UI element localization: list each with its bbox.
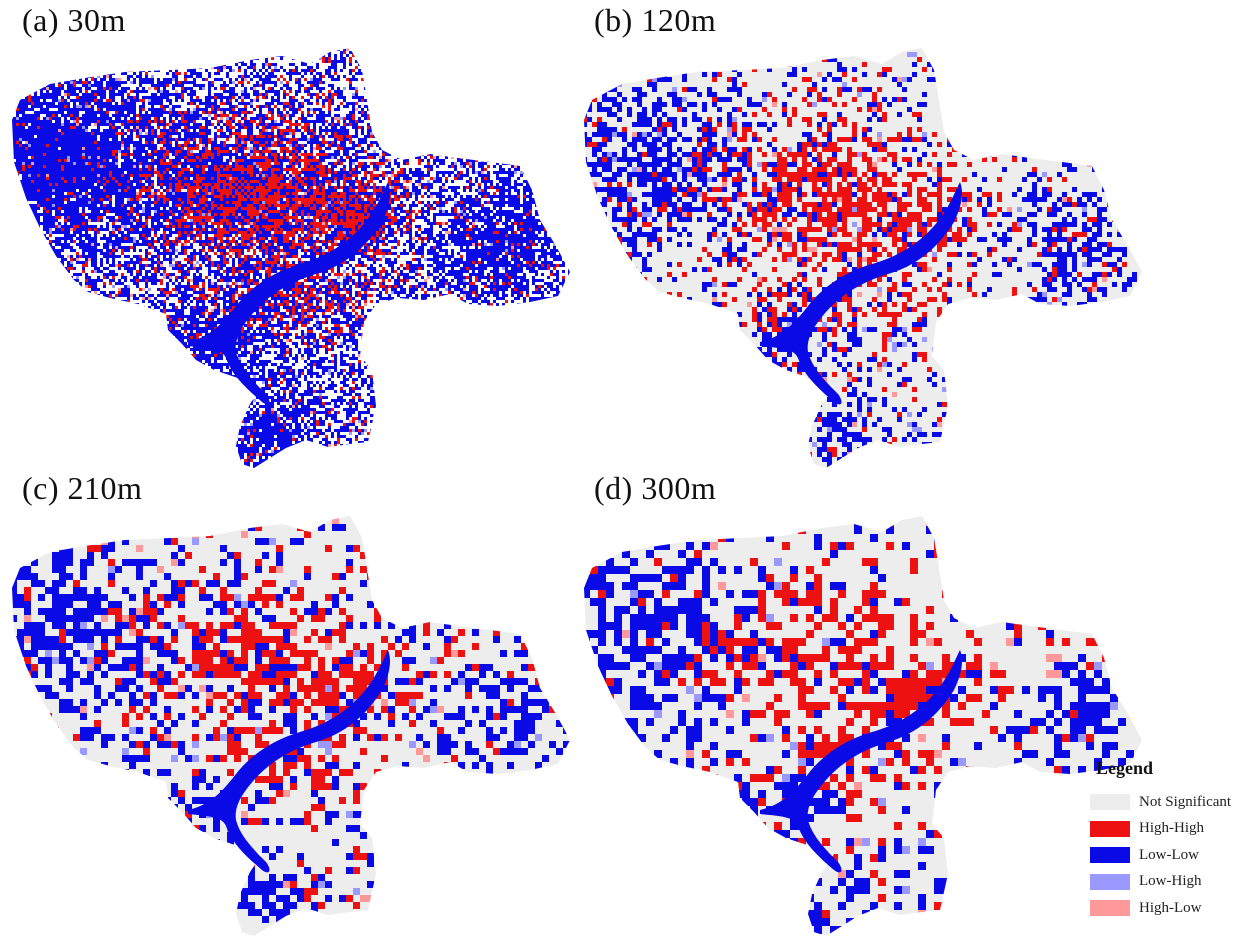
- map-panel-210m: (c) 210m: [10, 470, 590, 940]
- legend-label: High-High: [1139, 820, 1204, 837]
- map-panel-120m: (b) 120m: [582, 2, 1162, 472]
- panel-title: (c) 210m: [22, 470, 142, 507]
- legend-label: Low-High: [1139, 873, 1202, 890]
- legend-item-high-high: High-High: [1086, 816, 1256, 843]
- map-panel-300m: (d) 300m: [582, 470, 1162, 940]
- map-legend: Legend Not Significant High-High Low-Low…: [1086, 758, 1256, 938]
- legend-label: Low-Low: [1139, 847, 1199, 864]
- lisa-cluster-map-210m: [12, 516, 570, 936]
- legend-item-low-high: Low-High: [1086, 869, 1256, 896]
- legend-swatch: [1090, 820, 1130, 837]
- panel-title: (d) 300m: [594, 470, 716, 507]
- legend-item-not-significant: Not Significant: [1086, 789, 1256, 816]
- legend-swatch: [1090, 794, 1130, 811]
- legend-swatch: [1090, 900, 1130, 917]
- lisa-cluster-map-300m: [584, 516, 1142, 936]
- panel-title: (b) 120m: [594, 2, 716, 39]
- panel-title: (a) 30m: [22, 2, 126, 39]
- map-panel-30m: (a) 30m: [10, 2, 590, 472]
- legend-swatch: [1090, 873, 1130, 890]
- lisa-cluster-map-120m: [584, 48, 1142, 468]
- legend-item-low-low: Low-Low: [1086, 842, 1256, 869]
- legend-label: Not Significant: [1139, 794, 1231, 811]
- lisa-cluster-map-30m: [12, 48, 570, 468]
- legend-label: High-Low: [1139, 900, 1202, 917]
- legend-item-high-low: High-Low: [1086, 895, 1256, 922]
- legend-swatch: [1090, 847, 1130, 864]
- legend-title: Legend: [1096, 758, 1256, 779]
